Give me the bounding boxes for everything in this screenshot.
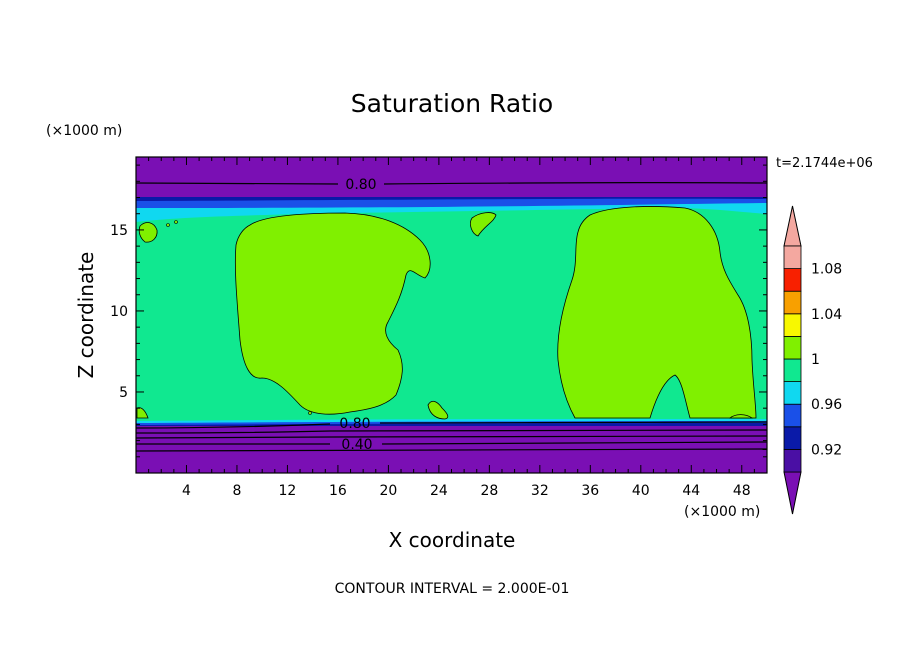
- saturated-cell-west: [234, 212, 431, 415]
- x-tick-label: 44: [682, 483, 700, 499]
- colorbar-segment: [783, 403, 802, 428]
- colorbar-segment: [783, 448, 802, 473]
- colorbar-segment: [783, 426, 802, 450]
- colorbar-label: 0.96: [811, 397, 842, 413]
- contour-label-lower-040: 0.40: [341, 437, 372, 453]
- colorbar-label: 0.92: [811, 442, 842, 458]
- x-unit-label: (×1000 m): [684, 504, 760, 520]
- contour-line-lower-5: [136, 448, 767, 452]
- x-tick-label: 24: [430, 483, 448, 499]
- contour-line-lower-0.40: [136, 441, 767, 445]
- saturated-blob-small-5: [728, 414, 754, 419]
- saturated-blob-tiny-3: [308, 411, 312, 415]
- colorbar-label: 1.08: [811, 262, 842, 278]
- x-tick-label: 36: [581, 483, 599, 499]
- x-tick-label: 20: [379, 483, 397, 499]
- colorbar-segment: [783, 358, 802, 383]
- x-tick-label: 40: [632, 483, 650, 499]
- contour-line-upper-0.80: [136, 181, 767, 185]
- colorbar-segment: [783, 245, 802, 270]
- colorbar-under-triangle: [783, 471, 802, 515]
- region-upper-dry: [136, 157, 767, 197]
- x-tick-label: 4: [182, 483, 191, 499]
- contour-label-lower-080: 0.80: [339, 416, 370, 432]
- colorbar-segment: [783, 290, 802, 315]
- plot-area: [136, 157, 767, 473]
- chart-title: Saturation Ratio: [351, 89, 553, 118]
- saturated-blob-small-3: [427, 400, 449, 420]
- x-tick-label: 12: [279, 483, 297, 499]
- colorbar-segment: [783, 335, 802, 360]
- colorbar-label: 1: [811, 352, 820, 368]
- y-tick-label: 15: [110, 223, 128, 239]
- colorbar-label: 1.04: [811, 307, 842, 323]
- saturated-blob-tiny-2: [174, 220, 178, 224]
- colorbar: 0.92 0.96 1 1.04 1.08: [783, 205, 842, 515]
- x-axis-label: X coordinate: [389, 528, 516, 552]
- saturated-blob-tiny-1: [166, 223, 170, 227]
- saturated-cell-east: [557, 206, 757, 419]
- contour-line-lower-2: [136, 429, 767, 434]
- x-tick-label: 8: [232, 483, 241, 499]
- y-tick-label: 5: [119, 385, 128, 401]
- y-axis-label: Z coordinate: [74, 252, 98, 379]
- footer-contour-interval: CONTOUR INTERVAL = 2.000E-01: [335, 581, 570, 597]
- x-tick-label: 48: [733, 483, 751, 499]
- colorbar-over-triangle: [783, 205, 802, 247]
- x-tick-label: 32: [531, 483, 549, 499]
- y-tick-label: 10: [110, 304, 128, 320]
- contour-label-upper: 0.80: [345, 177, 376, 193]
- saturated-blob-small-1: [470, 212, 497, 237]
- saturated-blob-small-4: [136, 407, 149, 419]
- colorbar-segment: [783, 268, 802, 292]
- contour-line-lower-3: [136, 435, 767, 439]
- saturated-blob-small-2: [138, 222, 158, 243]
- contour-line-lower-1: [136, 421, 767, 429]
- colorbar-segment: [783, 381, 802, 405]
- x-tick-label: 28: [480, 483, 498, 499]
- time-label: t=2.1744e+06: [776, 156, 873, 171]
- y-unit-label: (×1000 m): [46, 123, 122, 139]
- x-tick-label: 16: [329, 483, 347, 499]
- colorbar-segment: [783, 313, 802, 337]
